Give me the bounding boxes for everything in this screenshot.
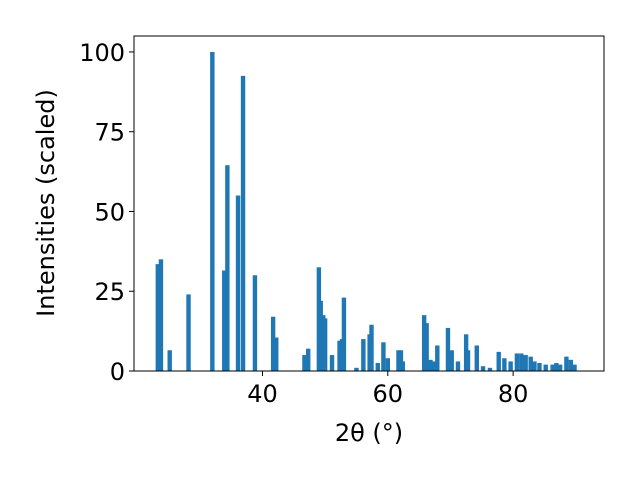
bar: [222, 270, 227, 371]
bar: [361, 339, 366, 371]
bar: [167, 350, 172, 371]
bar: [424, 323, 429, 371]
bar: [514, 353, 520, 371]
x-tick-label: 60: [373, 380, 404, 408]
y-tick-label: 100: [79, 39, 125, 67]
bar: [435, 345, 440, 371]
bar: [337, 340, 342, 371]
bar: [210, 51, 215, 371]
bar: [369, 324, 374, 371]
bar: [252, 275, 258, 371]
bar: [186, 294, 191, 371]
bar: [523, 355, 528, 371]
bar: [225, 165, 230, 371]
bar: [329, 355, 335, 371]
bar: [455, 361, 461, 371]
bar: [532, 361, 537, 371]
bar-series: [155, 51, 577, 371]
bar: [375, 363, 380, 371]
bar: [554, 363, 559, 371]
bar: [449, 350, 454, 371]
y-tick-label: 50: [94, 198, 125, 226]
bar: [564, 356, 569, 371]
bar: [502, 358, 507, 371]
bar: [496, 351, 501, 371]
bar: [465, 350, 471, 371]
bar: [322, 318, 328, 371]
bar: [537, 363, 542, 371]
bar: [519, 353, 524, 371]
bar: [306, 348, 311, 371]
bar: [354, 367, 359, 371]
bar: [508, 361, 513, 371]
x-axis-ticks: 40 60 80: [247, 371, 528, 408]
bar: [398, 350, 404, 371]
y-axis-ticks: 0 25 50 75 100: [79, 39, 134, 386]
bar: [318, 300, 323, 371]
bar: [572, 364, 577, 371]
bar: [428, 359, 433, 371]
y-tick-label: 75: [94, 119, 125, 147]
bar: [487, 367, 493, 371]
plot-frame: [133, 35, 605, 372]
bar: [480, 366, 486, 371]
y-tick-label: 0: [110, 358, 125, 386]
bar: [474, 345, 479, 371]
bar: [240, 75, 246, 371]
bar: [557, 364, 563, 371]
bar: [445, 327, 451, 371]
bar: [158, 259, 164, 371]
bar: [396, 350, 401, 371]
bar: [341, 297, 347, 371]
x-axis-label: 2θ (°): [335, 419, 403, 447]
bar: [235, 195, 241, 371]
bar: [550, 364, 555, 371]
bar: [431, 361, 436, 371]
bar: [568, 359, 573, 371]
y-tick-label: 25: [94, 278, 125, 306]
bar: [385, 358, 390, 371]
bar: [302, 355, 307, 371]
bar: [381, 342, 386, 371]
bar: [400, 361, 406, 371]
bar: [155, 264, 161, 371]
y-axis-label: Intensities (scaled): [32, 89, 60, 317]
bar: [270, 316, 276, 371]
bar: [274, 337, 279, 371]
bar: [421, 315, 427, 371]
x-tick-label: 40: [247, 380, 278, 408]
x-tick-label: 80: [498, 380, 529, 408]
bar: [528, 356, 533, 371]
bar: [543, 364, 548, 371]
